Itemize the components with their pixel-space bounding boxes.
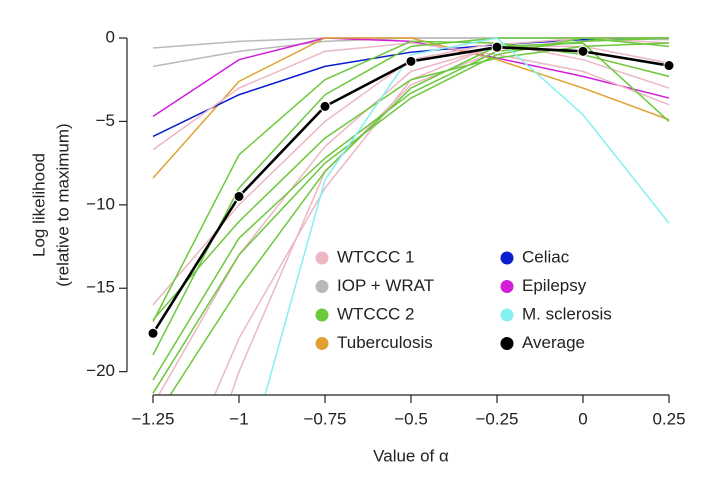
legend-label: Celiac [522,247,570,266]
y-tick-label: −10 [86,194,115,213]
legend-marker [500,251,514,265]
legend-label: Epilepsy [522,276,587,295]
data-point [491,41,503,53]
legend-label: WTCCC 1 [337,247,414,266]
legend-marker [500,280,514,293]
data-point [405,55,417,67]
legend-label: WTCCC 2 [337,304,414,323]
x-tick-label: −0.25 [475,409,518,428]
legend-label: IOP + WRAT [337,276,434,295]
y-tick-label: −15 [86,278,115,297]
legend-marker [315,251,329,265]
legend-marker [500,308,514,322]
data-point [233,190,245,202]
x-tick-label: −0.5 [394,409,428,428]
y-tick-label: −5 [96,111,115,130]
y-axis-label: (relative to maximum) [53,123,72,286]
x-axis-label: Value of α [373,446,449,465]
plot-area [147,37,675,395]
data-point [663,60,675,72]
series-line [169,42,670,395]
legend-marker [315,308,329,322]
series-line [152,37,670,381]
series-line [152,37,670,138]
legend-marker [315,280,329,293]
series-line [152,37,670,179]
x-tick-label: −0.75 [303,409,346,428]
y-axis-label: Log likelihood [29,153,48,257]
legend-label: Tuberculosis [337,333,433,352]
y-tick-label: −20 [86,361,115,380]
data-point [319,100,331,112]
series-line [152,42,670,151]
x-tick-label: 0.25 [652,409,685,428]
series-line [152,37,670,118]
legend-marker [500,337,514,350]
data-point [147,327,159,339]
y-tick-label: 0 [106,27,115,46]
series-line [264,37,670,395]
data-point [577,45,589,57]
x-tick-label: −1 [229,409,248,428]
series-line [152,37,669,394]
x-tick-label: −1.25 [131,409,174,428]
legend-marker [315,337,329,350]
x-tick-label: 0 [578,409,587,428]
legend-label: Average [522,333,585,352]
legend-label: M. sclerosis [522,304,612,323]
